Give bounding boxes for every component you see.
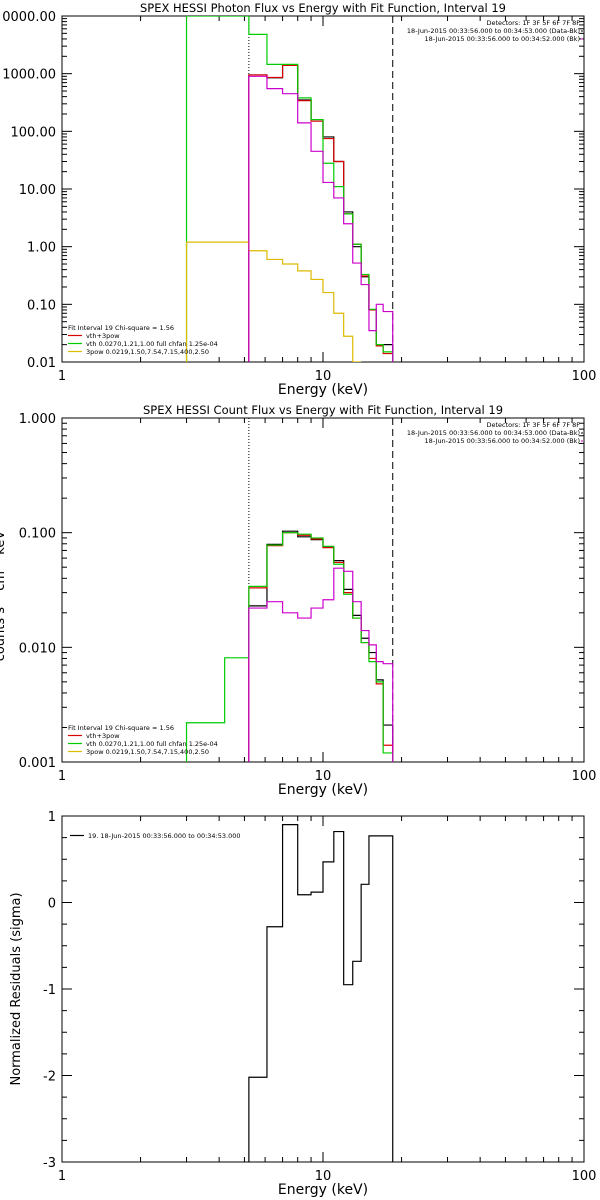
- x-axis-label: Energy (keV): [278, 1182, 368, 1198]
- y-tick-label: 0.100: [19, 527, 56, 542]
- header-line: 18-Jun-2015 00:33:56.000 to 00:34:52.000…: [425, 437, 580, 445]
- legend-entry: vth 0.0270,1.21,1.00 full chfan 1.25e-04: [86, 740, 218, 748]
- y-tick-label: 1000.00: [2, 68, 56, 83]
- y-tick-label: 1: [48, 810, 56, 825]
- y-tick-label: 0: [48, 897, 56, 912]
- y-axis-label: Normalized Residuals (sigma): [9, 892, 24, 1085]
- x-tick-label: 10: [315, 1169, 332, 1184]
- y-tick-label: -2: [43, 1070, 56, 1085]
- x-axis-label: Energy (keV): [278, 782, 368, 798]
- x-tick-label: 1: [58, 1169, 66, 1184]
- x-axis-label: Energy (keV): [278, 382, 368, 398]
- series-group: [248, 824, 394, 1162]
- y-tick-label: 0.010: [19, 641, 56, 656]
- legend-title: Fit Interval 19 Chi-square = 1.56: [68, 324, 174, 332]
- header-line: Detectors: 1F 3F 5F 6F 7F 8F: [486, 421, 580, 429]
- series-total-model: [248, 64, 394, 362]
- series-vth: [185, 532, 394, 762]
- y-tick-label: 0.10: [27, 298, 56, 313]
- series-group: [185, 16, 394, 362]
- header-line: 18-Jun-2015 00:33:56.000 to 00:34:53.000…: [407, 429, 580, 437]
- legend-entry: vth+3pow: [86, 332, 120, 340]
- series-total-model: [248, 532, 394, 762]
- x-tick-label: 1: [58, 769, 66, 784]
- series-residuals: [248, 824, 394, 1162]
- series-data-bk: [248, 64, 394, 362]
- chart-title: SPEX HESSI Count Flux vs Energy with Fit…: [143, 403, 503, 417]
- series-bk: [248, 75, 394, 362]
- legend-entry: vth 0.0270,1.21,1.00 full chfan 1.25e-04: [86, 340, 218, 348]
- axis-frame: [61, 15, 585, 363]
- x-tick-label: 10: [315, 369, 332, 384]
- chart-panel-3: [61, 815, 585, 1163]
- legend-entry: 3pow 0.0219,1.50,7.54,7.15,400,2.50: [86, 748, 209, 756]
- y-tick-label: 1.000: [19, 412, 56, 427]
- header-line: Detectors: 1F 3F 5F 6F 7F 8F: [486, 19, 580, 27]
- y-axis-label: counts s⁻¹ cm⁻² keV⁻¹: [0, 519, 8, 662]
- series-group: [185, 530, 394, 762]
- x-tick-label: 100: [572, 1169, 597, 1184]
- y-tick-label: 0.01: [27, 356, 56, 371]
- legend-entry: 3pow 0.0219,1.50,7.54,7.15,400,2.50: [86, 348, 209, 356]
- chart-panel-2: [61, 417, 585, 763]
- y-tick-label: 0000.00: [2, 10, 56, 25]
- chart-title: SPEX HESSI Photon Flux vs Energy with Fi…: [140, 1, 506, 15]
- y-tick-label: 0.001: [19, 756, 56, 771]
- chart-panel-1: [61, 15, 585, 363]
- x-tick-label: 10: [315, 769, 332, 784]
- axis-frame: [61, 417, 585, 763]
- y-tick-label: -3: [43, 1156, 56, 1171]
- y-tick-label: 10.00: [19, 183, 56, 198]
- legend-entry: 19. 18-Jun-2015 00:33:56.000 to 00:34:53…: [88, 832, 240, 840]
- y-tick-label: 1.00: [27, 241, 56, 256]
- legend-entry: vth+3pow: [86, 732, 120, 740]
- series-vth: [185, 16, 394, 362]
- series-bk: [248, 567, 394, 762]
- x-tick-label: 100: [572, 369, 597, 384]
- legend-title: Fit Interval 19 Chi-square = 1.56: [68, 724, 174, 732]
- header-line: 18-Jun-2015 00:33:56.000 to 00:34:53.000…: [407, 27, 580, 35]
- x-tick-label: 100: [572, 769, 597, 784]
- y-tick-label: 100.00: [11, 125, 57, 140]
- header-line: 18-Jun-2015 00:33:56.000 to 00:34:52.000…: [425, 35, 580, 43]
- x-tick-label: 1: [58, 369, 66, 384]
- series-data-bk: [248, 530, 394, 762]
- y-tick-label: -1: [43, 983, 56, 998]
